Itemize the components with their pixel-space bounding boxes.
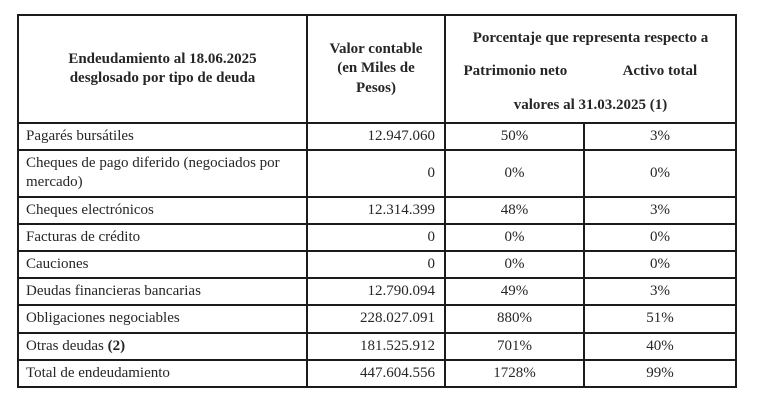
row-pct-patrimonio: 1728% <box>444 358 585 388</box>
row-pct-activo: 0% <box>583 149 737 198</box>
row-pct-activo: 3% <box>583 121 737 152</box>
header-debt-type-line1: Endeudamiento al 18.06.2025 <box>68 50 257 67</box>
row-book-value: 0 <box>306 149 446 198</box>
header-percentage-group: Porcentaje que representa respecto a Pat… <box>444 14 737 124</box>
row-book-value: 228.027.091 <box>306 304 446 334</box>
header-book-value-line1: Valor contable <box>329 41 423 58</box>
row-book-value: 0 <box>306 249 446 280</box>
row-book-value: 181.525.912 <box>306 331 446 361</box>
row-book-value: 12.947.060 <box>306 121 446 152</box>
row-pct-patrimonio: 50% <box>444 121 585 152</box>
row-book-value: 447.604.556 <box>306 358 446 388</box>
header-subcolumns: Patrimonio neto Activo total <box>446 62 735 81</box>
row-label: Cauciones <box>17 249 308 280</box>
row-label: Cheques electrónicos <box>17 195 308 225</box>
table-row-cheques-pago-diferido: Cheques de pago diferido (negociados por… <box>17 149 737 198</box>
row-pct-patrimonio: 0% <box>444 149 585 198</box>
row-book-value: 12.790.094 <box>306 277 446 307</box>
table-row-facturas-credito: Facturas de crédito 0 0% 0% <box>17 222 737 252</box>
row-pct-activo: 0% <box>583 222 737 252</box>
header-percentage-title: Porcentaje que representa respecto a <box>472 30 709 46</box>
table-row-cauciones: Cauciones 0 0% 0% <box>17 249 737 280</box>
table-row-obligaciones-negociables: Obligaciones negociables 228.027.091 880… <box>17 304 737 334</box>
table-row-otras-deudas: Otras deudas (2) 181.525.912 701% 40% <box>17 331 737 361</box>
header-debt-type: Endeudamiento al 18.06.2025 desglosado p… <box>17 14 308 124</box>
row-pct-patrimonio: 0% <box>444 249 585 280</box>
header-activo-total: Activo total <box>622 63 698 80</box>
row-pct-patrimonio: 701% <box>444 331 585 361</box>
row-pct-patrimonio: 0% <box>444 222 585 252</box>
row-pct-patrimonio: 48% <box>444 195 585 225</box>
header-book-value: Valor contable (en Miles de Pesos) <box>306 14 446 124</box>
header-book-value-line2: (en Miles de <box>337 60 415 77</box>
table-row-deudas-financieras: Deudas financieras bancarias 12.790.094 … <box>17 277 737 307</box>
header-book-value-line3: Pesos) <box>356 79 396 96</box>
debt-breakdown-table: Endeudamiento al 18.06.2025 desglosado p… <box>17 14 737 388</box>
row-pct-activo: 0% <box>583 249 737 280</box>
row-label: Cheques de pago diferido (negociados por… <box>17 149 308 198</box>
row-book-value: 0 <box>306 222 446 252</box>
row-label: Deudas financieras bancarias <box>17 277 308 307</box>
row-pct-activo: 40% <box>583 331 737 361</box>
header-patrimonio-neto: Patrimonio neto <box>463 63 568 80</box>
row-pct-activo: 3% <box>583 195 737 225</box>
row-label: Otras deudas (2) <box>17 331 308 361</box>
table-header: Endeudamiento al 18.06.2025 desglosado p… <box>17 14 737 124</box>
row-label: Pagarés bursátiles <box>17 121 308 152</box>
table-row-pagares-bursatiles: Pagarés bursátiles 12.947.060 50% 3% <box>17 121 737 152</box>
row-label: Total de endeudamiento <box>17 358 308 388</box>
header-values-date-note: valores al 31.03.2025 (1) <box>513 96 668 113</box>
row-book-value: 12.314.399 <box>306 195 446 225</box>
row-pct-activo: 51% <box>583 304 737 334</box>
row-label: Obligaciones negociables <box>17 304 308 334</box>
table-row-total-endeudamiento: Total de endeudamiento 447.604.556 1728%… <box>17 358 737 388</box>
row-pct-activo: 3% <box>583 277 737 307</box>
row-pct-patrimonio: 880% <box>444 304 585 334</box>
row-pct-patrimonio: 49% <box>444 277 585 307</box>
row-label: Facturas de crédito <box>17 222 308 252</box>
header-percentage-inner: Porcentaje que representa respecto a Pat… <box>446 16 735 122</box>
table-row-cheques-electronicos: Cheques electrónicos 12.314.399 48% 3% <box>17 195 737 225</box>
header-row: Endeudamiento al 18.06.2025 desglosado p… <box>17 14 737 124</box>
row-pct-activo: 99% <box>583 358 737 388</box>
table-body: Pagarés bursátiles 12.947.060 50% 3% Che… <box>17 121 737 388</box>
header-debt-type-line2: desglosado por tipo de deuda <box>69 70 256 86</box>
